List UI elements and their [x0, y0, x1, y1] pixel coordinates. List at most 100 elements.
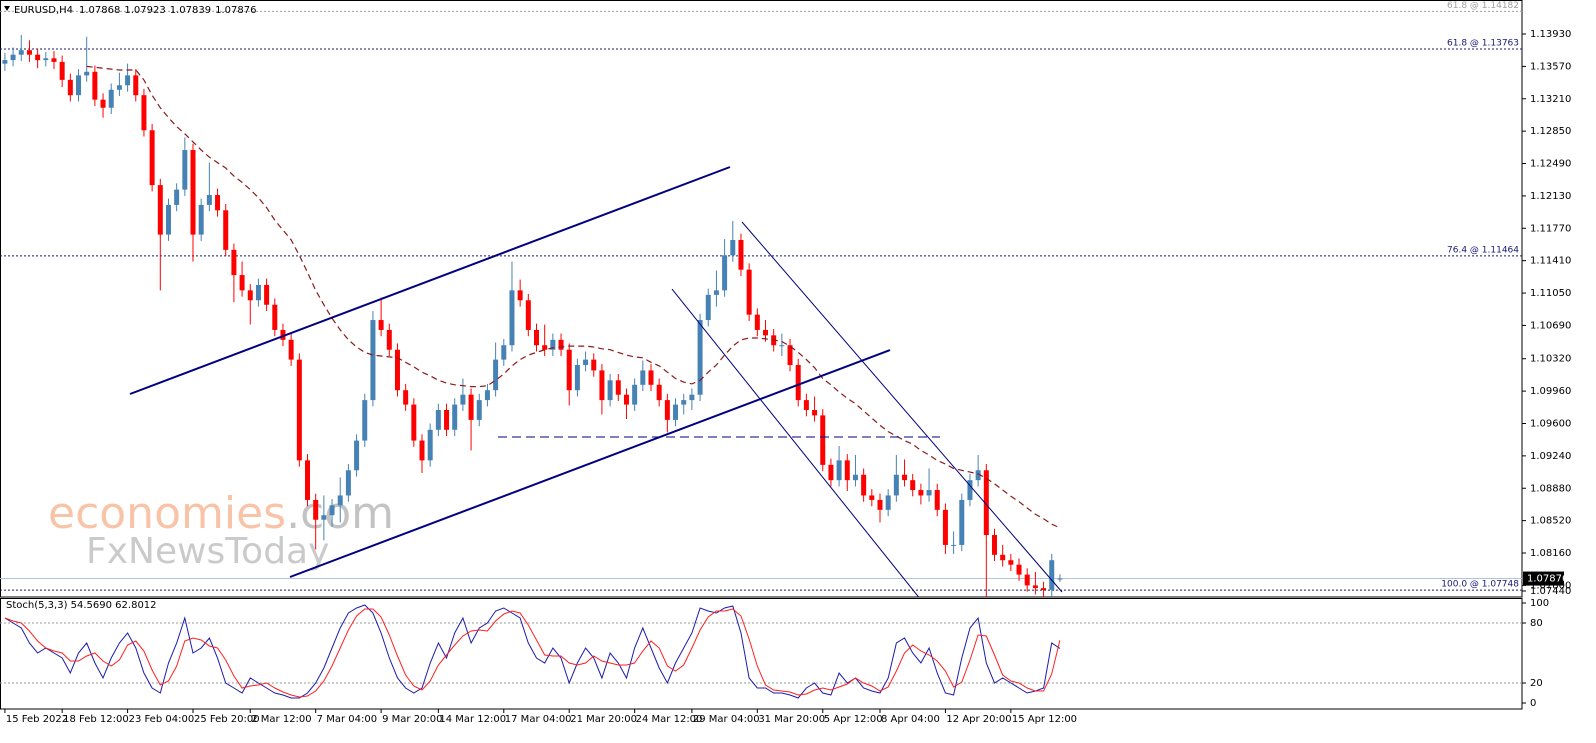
candle-body: [305, 460, 311, 500]
y-tick-label: 1.09600: [1530, 418, 1571, 429]
y-tick-label: 20: [1530, 678, 1543, 689]
candle-body: [812, 409, 818, 416]
stoch-line: [4, 604, 1061, 699]
candle-body: [648, 370, 654, 385]
y-tick-label: 1.08520: [1530, 516, 1571, 527]
candle-body: [967, 480, 973, 500]
candle-body: [542, 345, 548, 350]
candle-body: [51, 58, 57, 62]
candle-body: [378, 320, 384, 330]
watermark-tagline: FxNewsToday: [86, 531, 329, 572]
candle-body: [182, 150, 188, 190]
header: EURUSD,H4 1.07868 1.07923 1.07839 1.07876: [14, 5, 256, 16]
candle-body: [10, 54, 16, 61]
candle-body: [934, 490, 940, 510]
candle-body: [697, 320, 703, 395]
candle-body: [501, 345, 507, 360]
x-tick-label: 9 Mar 20:00: [382, 714, 442, 725]
candle-body: [59, 61, 65, 80]
candle-body: [828, 464, 834, 481]
candle-body: [255, 284, 261, 301]
candle-body: [133, 75, 139, 96]
candle-body: [681, 400, 687, 405]
candle-body: [76, 75, 82, 96]
candle-body: [468, 394, 474, 420]
candle-body: [484, 390, 490, 401]
candle-body: [247, 290, 253, 301]
candle-body: [517, 290, 523, 301]
candle-body: [983, 470, 989, 536]
x-tick-label: 5 Apr 12:00: [824, 714, 883, 725]
fib-label: 61.8 @ 1.14182: [1447, 1, 1519, 11]
candle-body: [885, 495, 891, 510]
candle-body: [280, 329, 286, 340]
candle-body: [615, 380, 621, 395]
candle-body: [26, 50, 32, 55]
y-tick-label: 1.10690: [1530, 320, 1571, 331]
y-tick-label: 1.13570: [1530, 61, 1571, 72]
stoch-header: Stoch(5,3,3) 54.5690 62.8012: [6, 600, 157, 611]
candle-body: [951, 544, 957, 546]
candle-body: [877, 499, 883, 510]
candle-body: [337, 495, 343, 506]
x-tick-label: 25 Feb 20:00: [194, 714, 260, 725]
x-tick-label: 24 Mar 12:00: [636, 714, 703, 725]
candle-body: [844, 460, 850, 481]
candle-body: [362, 400, 368, 441]
candle-body: [1057, 578, 1063, 580]
candle-body: [1000, 554, 1006, 561]
candle-body: [673, 404, 679, 420]
fib-label: 61.8 @ 1.13763: [1447, 39, 1519, 49]
candle-body: [689, 394, 695, 401]
x-tick-label: 15 Feb 2022: [6, 714, 68, 725]
x-tick-label: 23 Feb 04:00: [129, 714, 195, 725]
candle-body: [435, 409, 441, 430]
candle-body: [852, 474, 858, 481]
candle-body: [623, 394, 629, 405]
price-box: [1523, 571, 1564, 586]
candle-body: [664, 400, 670, 420]
x-tick-label: 31 Mar 20:00: [758, 714, 825, 725]
trendline: [129, 166, 731, 395]
candle-body: [411, 404, 417, 441]
candle-body: [329, 505, 335, 516]
y-tick-label: 1.12130: [1530, 191, 1571, 202]
candle-body: [419, 440, 425, 461]
fib-label: 76.4 @ 1.11464: [1447, 245, 1519, 255]
candle-body: [583, 359, 589, 366]
candle-body: [239, 275, 245, 291]
y-tick-label: 1.12490: [1530, 159, 1571, 170]
main-plot: 61.8 @ 1.14182 61.8 @ 1.13763 76.4 @ 1.114…: [0, 1, 1522, 597]
candle-body: [215, 195, 221, 211]
candle-body: [1016, 564, 1022, 575]
y-tick-label: 1.11770: [1530, 223, 1571, 234]
candle-body: [893, 474, 899, 496]
x-tick-label: 2 Mar 12:00: [251, 714, 311, 725]
stoch-line: [4, 608, 1061, 698]
candle-body: [198, 204, 204, 235]
candle-body: [427, 429, 433, 461]
candle-body: [125, 75, 131, 86]
candle-body: [272, 304, 278, 330]
drawings: [129, 166, 1063, 597]
candle-body: [452, 404, 458, 430]
price-box-label: 1.07876: [1527, 574, 1568, 585]
x-tick-label: 7 Mar 04:00: [317, 714, 377, 725]
candle-body: [231, 249, 237, 276]
candle-body: [354, 440, 360, 471]
candle-body: [165, 204, 171, 235]
candle-body: [591, 359, 597, 371]
candle-body: [296, 359, 302, 461]
y-tick-label: 1.13930: [1530, 29, 1571, 40]
stoch-panel: [0, 598, 1523, 710]
fib-label: 100.0 @ 1.07748: [1441, 580, 1519, 590]
y-tick-label: 1.13210: [1530, 94, 1571, 105]
y-tick-label: 1.07800: [1530, 580, 1571, 591]
candle-body: [288, 339, 294, 360]
candle-body: [493, 359, 499, 391]
stoch-plot: [0, 604, 1522, 699]
candle-body: [926, 490, 932, 496]
x-tick-label: 21 Mar 20:00: [570, 714, 637, 725]
candle-body: [566, 349, 572, 391]
